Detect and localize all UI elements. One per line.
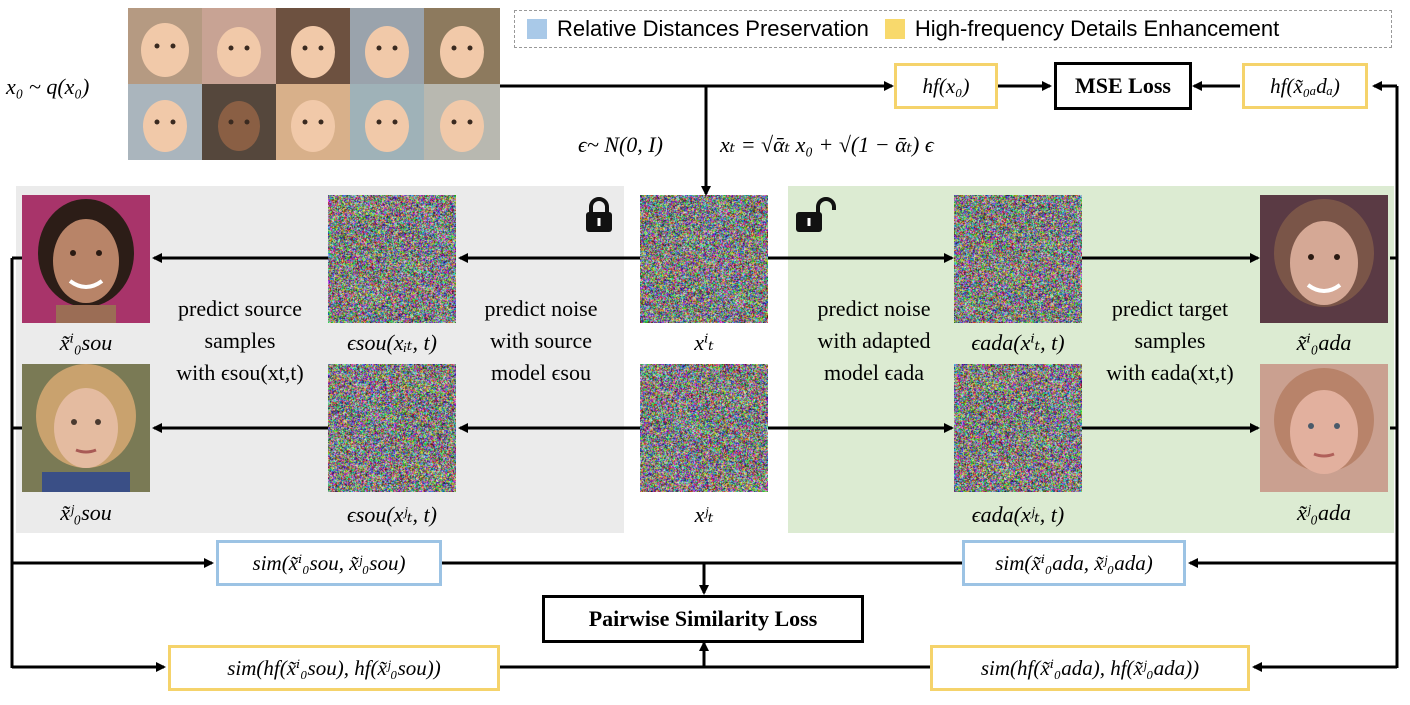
predict-target-samples-line2: samples (1134, 328, 1206, 353)
predict-noise-adapted-text: predict noise with adapted model ϵada (790, 296, 958, 386)
legend-swatch-blue (527, 19, 547, 39)
noise-canvas (328, 195, 456, 323)
legend-swatch-yellow (884, 19, 905, 39)
predict-target-samples-line1: predict target (1111, 296, 1229, 321)
x0-ada-j-label: x̃ʲ₀ada (1296, 500, 1352, 525)
hf-x0-ada-box: hf(x̃₀ₐdₐ) (1242, 63, 1368, 109)
training-faces-grid (128, 8, 500, 160)
noise-canvas (954, 195, 1082, 323)
sim-source-box: sim(x̃ⁱ₀sou, x̃ʲ₀sou) (216, 540, 442, 586)
eps-sou-j-label: ϵsou(xʲₜ, t) (347, 502, 437, 527)
noise-image-xt-i (640, 195, 768, 323)
noise-image-eps-ada-i (954, 195, 1082, 323)
noise-canvas (640, 364, 768, 492)
predict-noise-adapted-line3: model ϵada (824, 360, 924, 385)
x0-distribution-label: x₀ ~ q(x₀) (6, 74, 90, 99)
pairwise-similarity-loss-box: Pairwise Similarity Loss (542, 595, 864, 643)
eps-sou-i-label: ϵsou(xᵢₜ, t) (347, 330, 437, 355)
sim-hf-source-box: sim(hf(x̃ⁱ₀sou), hf(x̃ʲ₀sou)) (168, 645, 500, 691)
legend: Relative Distances Preservation High-fre… (514, 10, 1392, 48)
predict-noise-source-line3: model ϵsou (491, 360, 591, 385)
noise-image-eps-sou-j (328, 364, 456, 492)
x0-ada-i-label: x̃ⁱ₀ada (1296, 330, 1352, 355)
predict-noise-source-text: predict noise with source model ϵsou (456, 296, 626, 386)
lock-closed-icon (584, 196, 614, 234)
predict-source-samples-line2: samples (204, 328, 276, 353)
predict-noise-adapted-line2: with adapted (817, 328, 931, 353)
x0-sou-j-label: x̃ʲ₀sou (60, 500, 112, 525)
source-sample-face-i (22, 195, 150, 323)
noise-distribution-label: ϵ~ N(0, I) (578, 132, 663, 157)
source-sample-face-j (22, 364, 150, 492)
predict-target-samples-line3: with ϵada(xt,t) (1106, 360, 1234, 385)
x0-sou-i-label: x̃ⁱ₀sou (59, 330, 113, 355)
noise-image-eps-sou-i (328, 195, 456, 323)
noise-image-xt-j (640, 364, 768, 492)
adapted-sample-face-j (1260, 364, 1388, 492)
sim-hf-adapted-box: sim(hf(x̃ⁱ₀ada), hf(x̃ʲ₀ada)) (930, 645, 1250, 691)
predict-source-samples-text: predict source samples with ϵsou(xt,t) (150, 296, 330, 386)
legend-label-highfreq: High-frequency Details Enhancement (914, 16, 1280, 41)
adapted-sample-face-i (1260, 195, 1388, 323)
predict-source-samples-line1: predict source (178, 296, 302, 321)
noise-image-eps-ada-j (954, 364, 1082, 492)
legend-label-relative: Relative Distances Preservation (557, 16, 869, 41)
predict-target-samples-text: predict target samples with ϵada(xt,t) (1080, 296, 1260, 386)
faces-image (128, 8, 500, 160)
lock-open-icon (794, 196, 840, 234)
eps-ada-i-label: ϵada(xⁱₜ, t) (971, 330, 1065, 355)
noise-canvas (954, 364, 1082, 492)
predict-source-samples-line3: with ϵsou(xt,t) (176, 360, 304, 385)
predict-noise-source-line1: predict noise (484, 296, 598, 321)
hf-x0-box: hf(x₀) (894, 63, 998, 109)
mse-loss-box: MSE Loss (1054, 62, 1192, 110)
noise-canvas (328, 364, 456, 492)
noise-canvas (640, 195, 768, 323)
sim-adapted-box: sim(x̃ⁱ₀ada, x̃ʲ₀ada) (962, 540, 1186, 586)
xt-j-label: xʲₜ (694, 502, 714, 527)
xt-i-label: xⁱₜ (694, 330, 714, 355)
predict-noise-source-line2: with source (489, 328, 593, 353)
predict-noise-adapted-line1: predict noise (817, 296, 931, 321)
eps-ada-j-label: ϵada(xʲₜ, t) (971, 502, 1065, 527)
forward-diffusion-equation: xₜ = √ᾱₜ x₀ + √(1 − ᾱₜ) ϵ (720, 132, 934, 157)
